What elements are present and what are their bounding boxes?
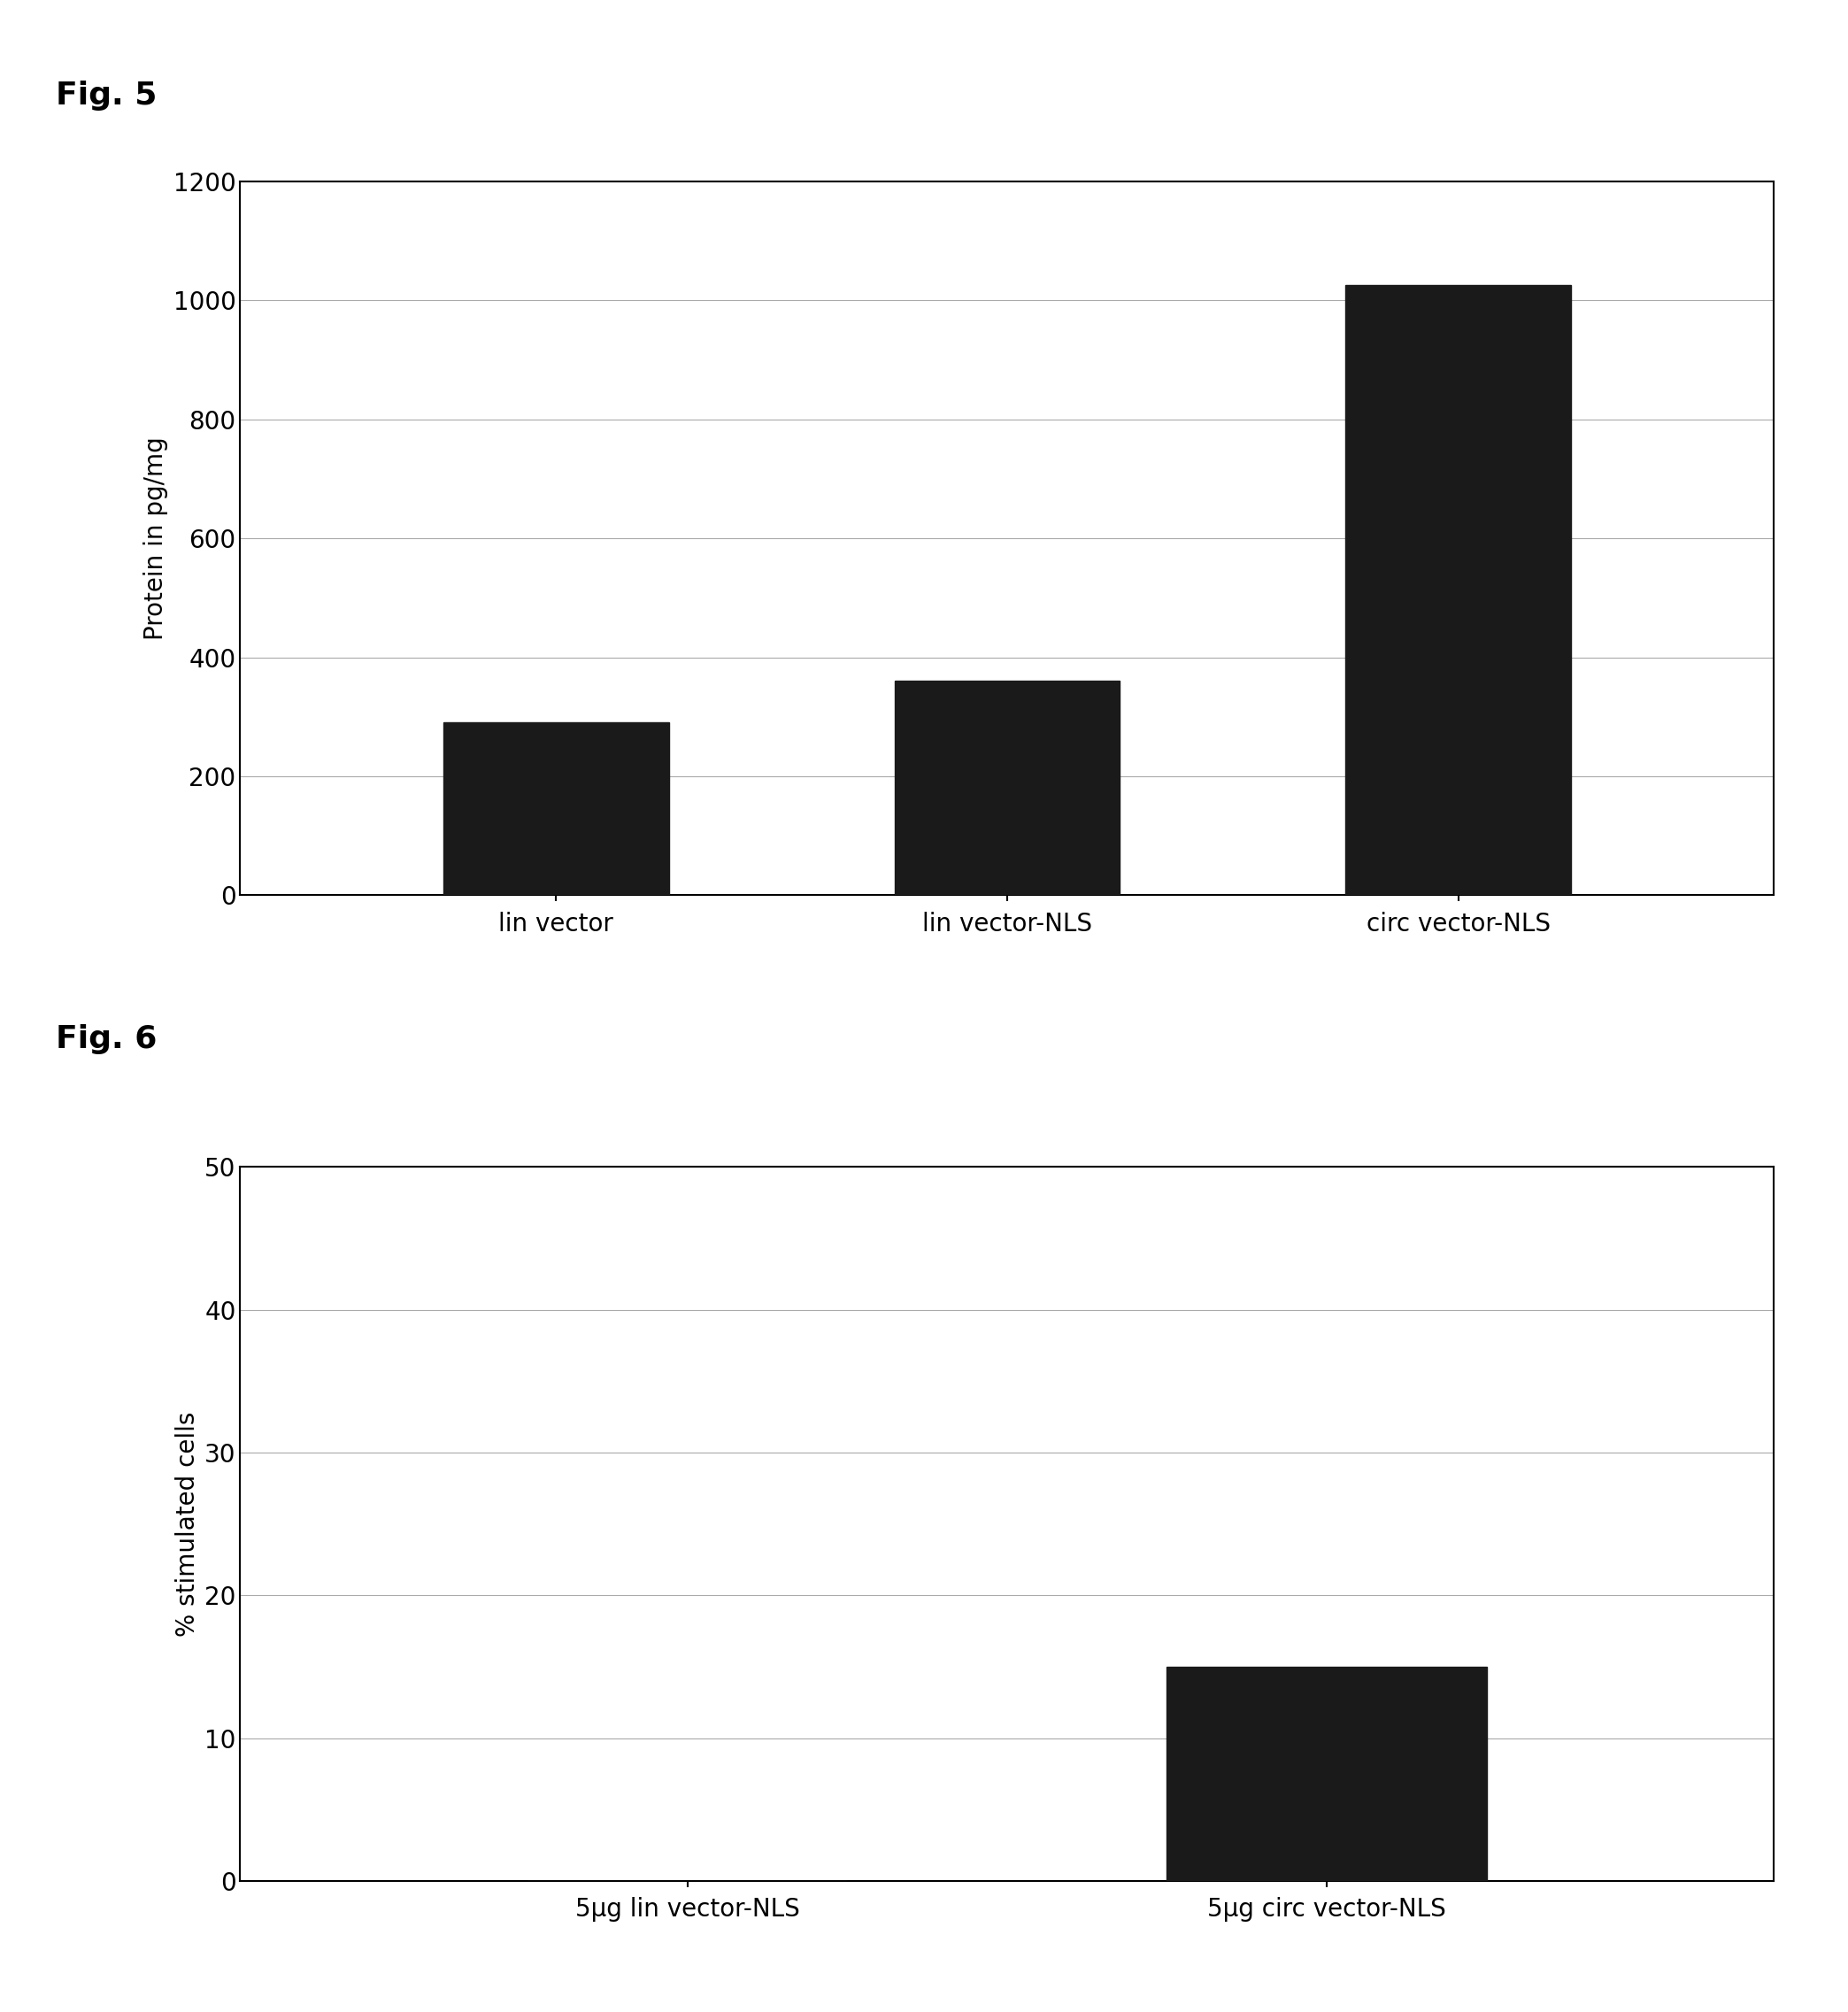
Y-axis label: Protein in pg/mg: Protein in pg/mg — [144, 437, 168, 640]
Bar — [1345, 286, 1571, 895]
Text: Fig. 5: Fig. 5 — [55, 80, 157, 111]
Text: Fig. 6: Fig. 6 — [55, 1024, 157, 1054]
Bar — [894, 680, 1120, 895]
Y-axis label: % stimulated cells: % stimulated cells — [176, 1412, 200, 1636]
Bar — [1166, 1666, 1486, 1881]
Bar — [444, 722, 669, 895]
